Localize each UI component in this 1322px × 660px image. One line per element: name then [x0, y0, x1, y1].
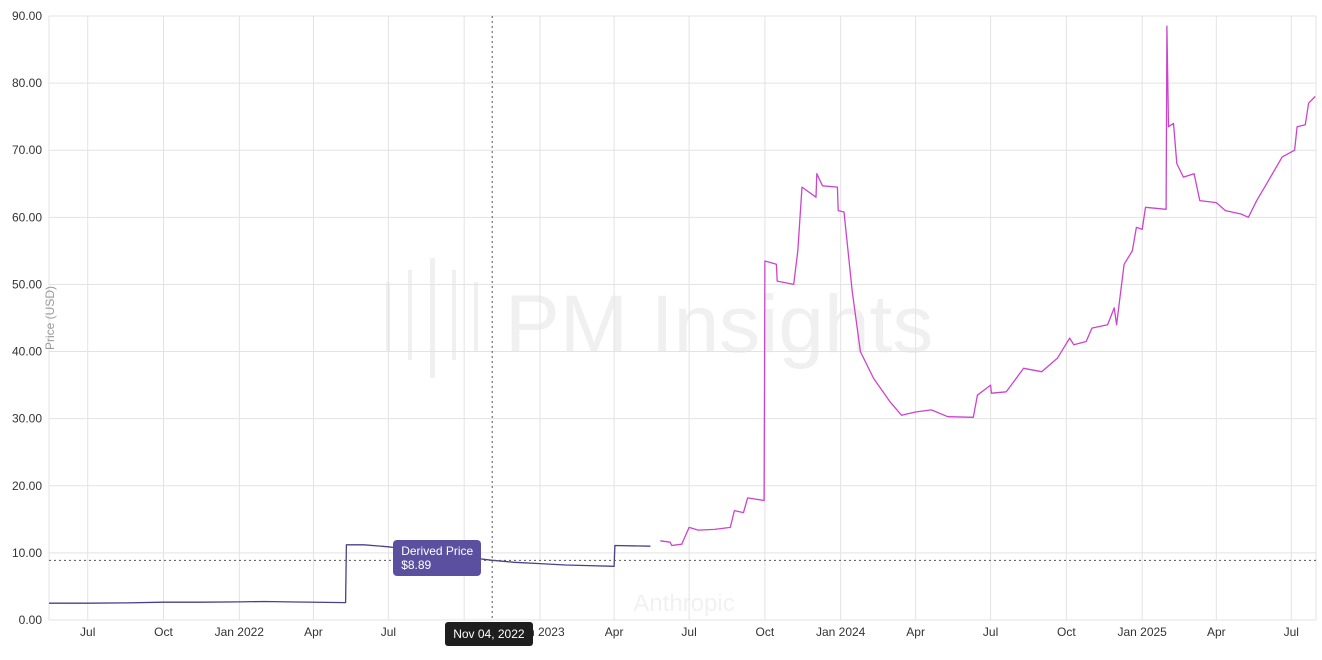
- x-tick-label: Jan 2022: [215, 625, 265, 639]
- x-tick-label: Jul: [381, 625, 396, 639]
- x-tick-label: Apr: [605, 625, 624, 639]
- crosshair: [49, 16, 1316, 620]
- x-tick-label: Oct: [756, 625, 775, 639]
- y-tick-label: 70.00: [12, 143, 42, 157]
- x-tick-label: Jul: [983, 625, 998, 639]
- y-axis-title: Price (USD): [43, 286, 57, 350]
- y-tick-label: 50.00: [12, 277, 42, 291]
- y-tick-label: 60.00: [12, 210, 42, 224]
- grid: [48, 15, 1317, 621]
- x-tick-label: Apr: [304, 625, 323, 639]
- tooltip-series-label: Derived Price: [401, 544, 474, 559]
- x-tick-label: Jul: [80, 625, 95, 639]
- y-tick-label: 20.00: [12, 479, 42, 493]
- series: [49, 25, 1316, 604]
- x-tick-label: Oct: [1057, 625, 1076, 639]
- x-tick-label: Apr: [1207, 625, 1226, 639]
- y-tick-label: 90.00: [12, 9, 42, 23]
- y-tick-label: 80.00: [12, 76, 42, 90]
- y-axis: 0.00 10.00 20.00 30.00 40.00 50.00 60.00 70.00 8…: [12, 9, 42, 627]
- x-tick-label: Apr: [906, 625, 925, 639]
- watermark-subject: Anthropic: [633, 590, 734, 617]
- y-tick-label: 0.00: [19, 613, 43, 627]
- y-tick-label: 40.00: [12, 345, 42, 359]
- crosshair-date-label: Nov 04, 2022: [445, 622, 533, 646]
- series-line-1: [49, 544, 651, 604]
- tooltip: Derived Price $8.89: [393, 540, 482, 577]
- x-tick-label: Jan 2024: [816, 625, 866, 639]
- series-line-2: [660, 25, 1316, 547]
- x-tick-label: Jul: [1284, 625, 1299, 639]
- tooltip-value: $8.89: [401, 558, 432, 573]
- x-tick-label: Jul: [681, 625, 696, 639]
- x-tick-label: Jan 2025: [1117, 625, 1167, 639]
- y-tick-label: 30.00: [12, 412, 42, 426]
- y-tick-label: 10.00: [12, 546, 42, 560]
- watermark-brand: PM Insights: [505, 279, 933, 370]
- x-tick-label: Oct: [154, 625, 173, 639]
